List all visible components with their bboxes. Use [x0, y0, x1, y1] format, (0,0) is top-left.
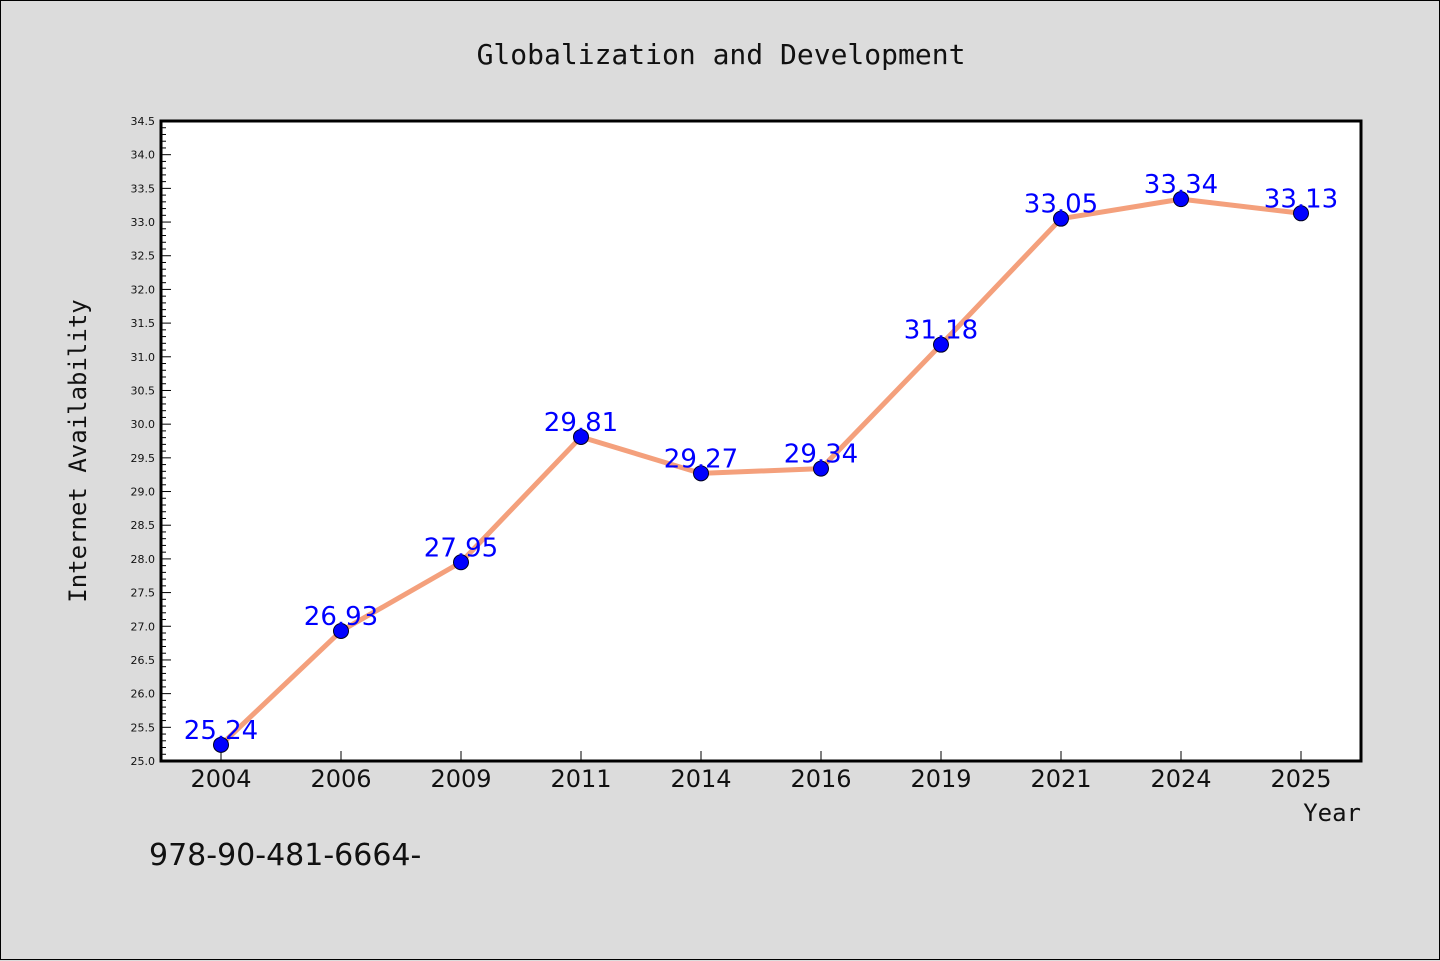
- y-tick-label: 29.5: [131, 452, 156, 465]
- x-tick-label: 2004: [190, 765, 251, 793]
- y-tick-label: 26.0: [131, 688, 156, 701]
- data-point: [693, 465, 709, 482]
- data-label: 33.34: [1144, 170, 1218, 200]
- y-axis: 25.0 25.5 26.0 26.5 27.0 27.5 28.0 28.5 29.0 29.5…: [131, 115, 171, 768]
- y-axis-label: Internet Availability: [64, 299, 92, 602]
- chart-title: Globalization and Development: [477, 38, 966, 71]
- data-point: [933, 336, 949, 353]
- data-label: 29.34: [784, 440, 858, 470]
- x-tick-label: 2006: [310, 765, 371, 793]
- data-label: 31.18: [904, 316, 978, 346]
- x-axis: 2004 2006 2009 2011 2014 2016 2019 2021 2024 2025: [190, 751, 1332, 793]
- series-line: [219, 196, 1302, 747]
- y-tick-label: 27.5: [131, 587, 156, 600]
- x-tick-label: 2025: [1270, 765, 1331, 793]
- data-point: [213, 736, 229, 753]
- y-tick-label: 28.0: [131, 553, 156, 566]
- y-tick-label: 34.5: [131, 115, 156, 128]
- series-layer: 25.24 26.93 27.95 29.81 29.27 29.34 31.18 33.05…: [184, 170, 1338, 753]
- y-tick-label: 31.0: [131, 351, 156, 364]
- y-tick-label: 30.5: [131, 384, 156, 397]
- y-tick-label: 29.0: [131, 486, 156, 499]
- x-tick-label: 2014: [670, 765, 731, 793]
- data-point: [573, 428, 589, 445]
- y-tick-label: 34.0: [131, 149, 156, 162]
- x-tick-label: 2016: [790, 765, 851, 793]
- y-tick-label: 33.5: [131, 182, 156, 195]
- data-point: [333, 622, 349, 639]
- data-point: [1053, 210, 1069, 227]
- y-tick-label: 31.5: [131, 317, 156, 330]
- data-label: 26.93: [304, 602, 378, 632]
- data-label: 29.27: [664, 444, 738, 474]
- x-tick-label: 2021: [1030, 765, 1091, 793]
- y-tick-label: 30.0: [131, 418, 156, 431]
- y-tick-label: 33.0: [131, 216, 156, 229]
- x-tick-label: 2019: [910, 765, 971, 793]
- data-label: 33.05: [1024, 190, 1098, 220]
- data-label: 27.95: [424, 533, 498, 563]
- y-tick-label: 32.5: [131, 250, 156, 263]
- data-label: 33.13: [1264, 184, 1338, 214]
- y-tick-label: 26.5: [131, 654, 156, 667]
- data-label: 29.81: [544, 408, 618, 438]
- data-point: [813, 460, 829, 477]
- y-tick-label: 32.0: [131, 283, 156, 296]
- x-axis-label: Year: [1303, 799, 1361, 827]
- y-tick-label: 25.0: [131, 755, 156, 768]
- data-label: 25.24: [184, 716, 258, 746]
- x-tick-label: 2009: [430, 765, 491, 793]
- data-point: [453, 554, 469, 571]
- data-point: [1293, 205, 1309, 222]
- x-tick-label: 2011: [550, 765, 611, 793]
- x-tick-label: 2024: [1150, 765, 1211, 793]
- data-point: [1173, 191, 1189, 208]
- y-tick-label: 27.0: [131, 620, 156, 633]
- y-tick-label: 28.5: [131, 519, 156, 532]
- y-tick-label: 25.5: [131, 721, 156, 734]
- isbn-annotation: 978-90-481-6664-: [149, 838, 421, 873]
- plot-area: [159, 119, 1363, 763]
